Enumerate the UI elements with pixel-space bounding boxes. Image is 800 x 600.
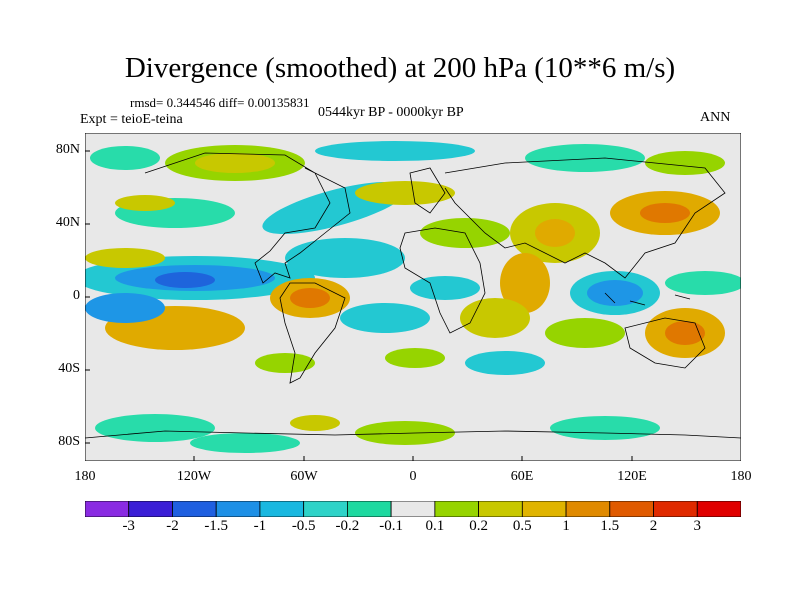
contour-region bbox=[195, 153, 275, 173]
contour-region bbox=[645, 151, 725, 175]
lon-tick-label: 0 bbox=[409, 469, 417, 484]
contour-region bbox=[465, 351, 545, 375]
colorbar-tick-label: -3 bbox=[122, 518, 135, 534]
antarctica-coast bbox=[85, 430, 741, 439]
map-ticks bbox=[85, 150, 633, 461]
colorbar-tick-label: 1 bbox=[562, 518, 570, 534]
contour-region bbox=[85, 248, 165, 268]
colorbar-tick-label: -1 bbox=[253, 518, 267, 534]
colorbar-tick-label: -0.5 bbox=[291, 518, 316, 534]
contour-region bbox=[640, 203, 690, 223]
contour-region bbox=[85, 293, 165, 323]
colorbar bbox=[85, 501, 741, 517]
asia-coast bbox=[444, 157, 726, 279]
contour-region bbox=[665, 321, 705, 345]
australia-coast bbox=[624, 317, 706, 369]
contour-region bbox=[385, 348, 445, 368]
colorbar-box bbox=[259, 501, 305, 517]
divergence-map bbox=[85, 133, 741, 461]
divergence-contours bbox=[85, 141, 741, 453]
lon-tick-label: 180 bbox=[74, 469, 96, 484]
rmsd-diff-stats: rmsd= 0.344546 diff= 0.00135831 bbox=[130, 95, 310, 110]
lon-tick-label: 180 bbox=[730, 469, 752, 484]
contour-region bbox=[500, 253, 550, 313]
colorbar-tick-label: -0.1 bbox=[379, 518, 403, 534]
lat-tick-label: 0 bbox=[73, 288, 80, 303]
contour-region bbox=[115, 195, 175, 211]
colorbar-boxes bbox=[85, 501, 741, 517]
colorbar-tick-label: 2 bbox=[649, 518, 658, 534]
contour-region bbox=[355, 181, 455, 205]
lat-tick-label: 40N bbox=[55, 215, 80, 230]
colorbar-box bbox=[478, 501, 523, 517]
contour-region bbox=[410, 276, 480, 300]
colorbar-box bbox=[653, 501, 698, 517]
colorbar-tick-label: 0.1 bbox=[425, 518, 445, 534]
contour-region bbox=[255, 353, 315, 373]
south-america-coast bbox=[279, 282, 346, 384]
africa-coast bbox=[399, 227, 486, 334]
contour-region bbox=[290, 415, 340, 431]
contour-region bbox=[587, 280, 643, 306]
contour-region bbox=[315, 141, 475, 161]
contour-region bbox=[340, 303, 430, 333]
europe-coast bbox=[409, 167, 446, 214]
colorbar-tick-label: -2 bbox=[166, 518, 179, 534]
colorbar-tick-label: -0.2 bbox=[335, 518, 360, 534]
contour-region bbox=[290, 288, 330, 308]
north-america-coast bbox=[144, 152, 351, 284]
contour-region bbox=[545, 318, 625, 348]
period-label: 0544kyr BP - 0000kyr BP bbox=[318, 105, 464, 120]
lat-tick-label: 40S bbox=[58, 361, 80, 376]
lon-tick-label: 120E bbox=[617, 469, 647, 484]
colorbar-box bbox=[696, 501, 741, 517]
plot-title: Divergence (smoothed) at 200 hPa (10**6 … bbox=[124, 52, 676, 84]
maritime-continent-coast bbox=[604, 292, 691, 306]
contour-region bbox=[525, 144, 645, 172]
lon-tick-label: 60W bbox=[290, 469, 318, 484]
colorbar-box bbox=[85, 501, 130, 517]
contour-region bbox=[190, 433, 300, 453]
colorbar-tick-label: 3 bbox=[693, 518, 702, 534]
contour-region bbox=[550, 416, 660, 440]
contour-region bbox=[95, 414, 215, 442]
colorbar-box bbox=[215, 501, 261, 517]
contour-region bbox=[155, 272, 215, 288]
colorbar-tick-label: 0.5 bbox=[512, 518, 532, 534]
contour-region bbox=[285, 238, 405, 278]
lat-tick-label: 80S bbox=[58, 434, 80, 449]
colorbar-box bbox=[390, 501, 436, 517]
contour-region bbox=[90, 146, 160, 170]
colorbar-box bbox=[128, 501, 173, 517]
colorbar-tick-label: 0.2 bbox=[469, 518, 488, 534]
colorbar-box bbox=[172, 501, 217, 517]
contour-region bbox=[665, 271, 741, 295]
season-label: ANN bbox=[700, 110, 731, 125]
colorbar-box bbox=[521, 501, 567, 517]
experiment-label: Expt = teioE-teina bbox=[80, 112, 183, 127]
contour-region bbox=[535, 219, 575, 247]
coastlines bbox=[85, 152, 741, 439]
lon-tick-label: 120W bbox=[176, 469, 212, 484]
colorbar-box bbox=[434, 501, 479, 517]
lon-tick-label: 60E bbox=[510, 469, 534, 484]
colorbar-box bbox=[565, 501, 611, 517]
colorbar-tick-label: -1.5 bbox=[204, 518, 229, 534]
lat-tick-label: 80N bbox=[55, 142, 80, 157]
colorbar-box bbox=[303, 501, 348, 517]
colorbar-tick-label: 1.5 bbox=[600, 518, 620, 534]
colorbar-box bbox=[346, 501, 392, 517]
contour-region bbox=[460, 298, 530, 338]
colorbar-box bbox=[609, 501, 654, 517]
